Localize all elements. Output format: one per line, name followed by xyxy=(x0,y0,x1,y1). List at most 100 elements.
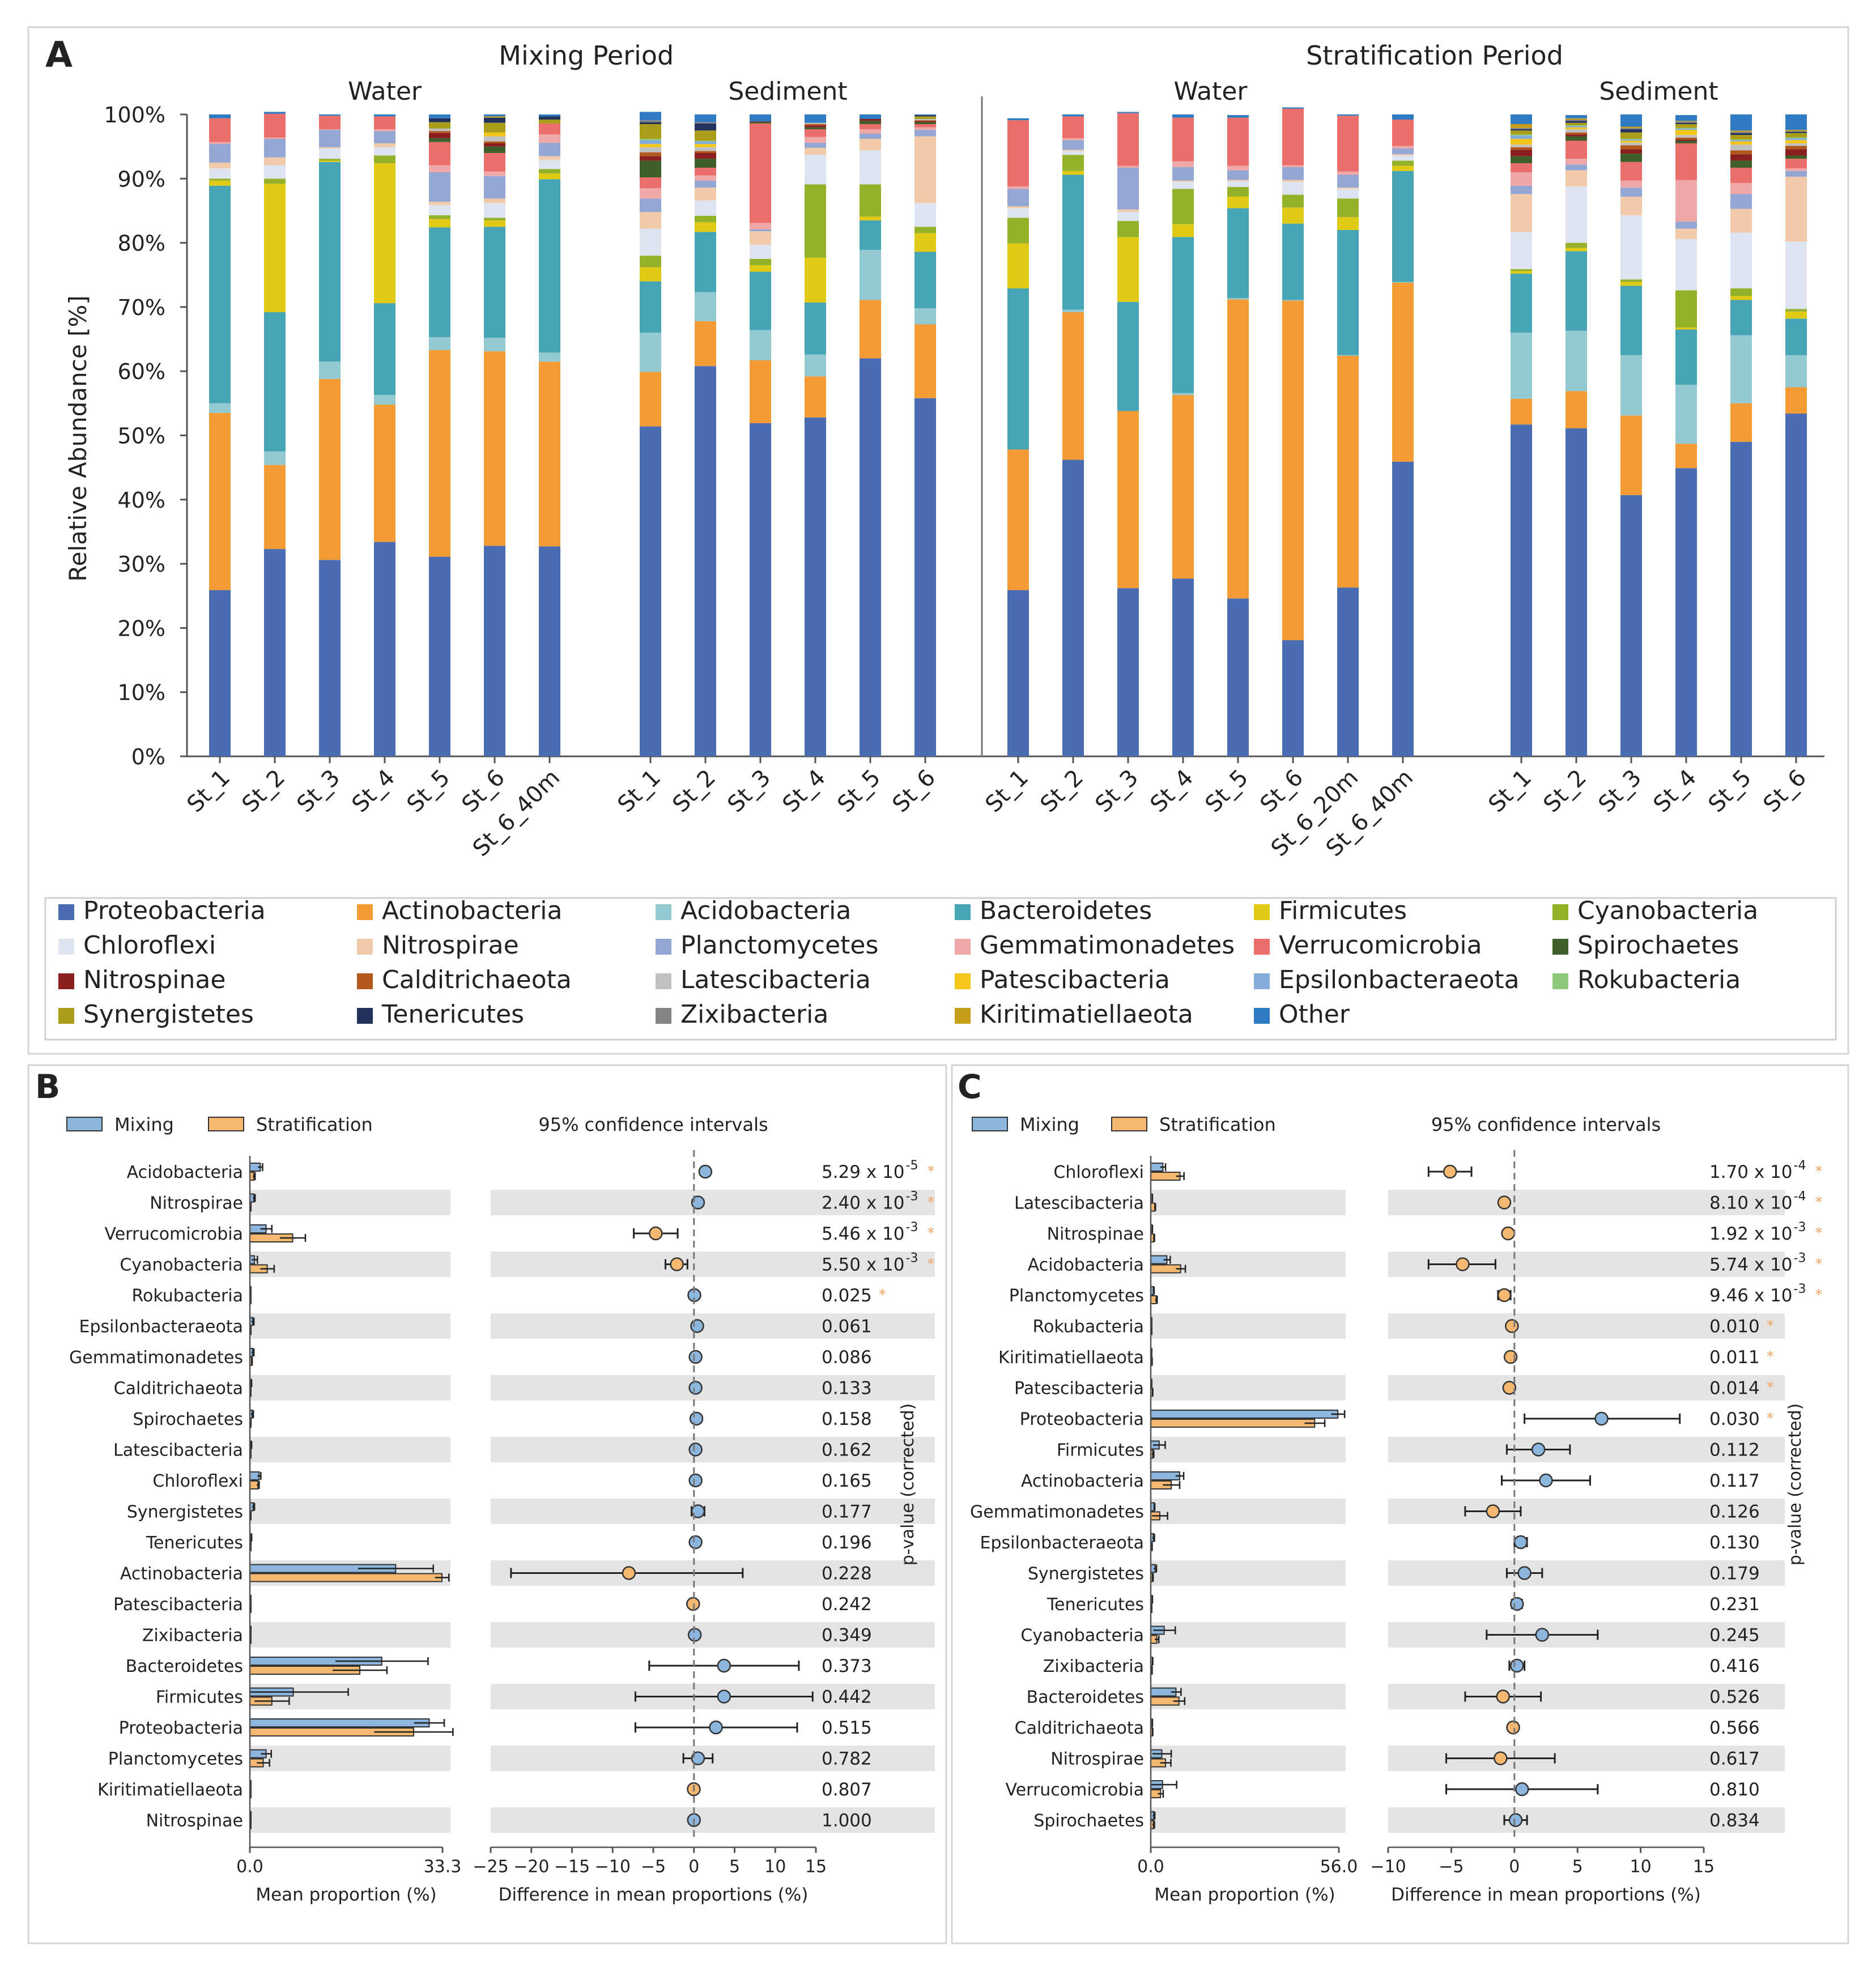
bar-segment-gemmatimonadetes xyxy=(264,137,286,139)
p-value: 0.231 xyxy=(1709,1594,1760,1615)
legend-label-zixibacteria: Zixibacteria xyxy=(680,1000,828,1029)
bar-segment-actinobacteria xyxy=(539,361,560,547)
bar-segment-tenericutes xyxy=(1730,133,1752,135)
row-band xyxy=(1151,1746,1346,1771)
bar-segment-planctomycetes xyxy=(374,131,395,143)
bar-segment-verrucomicrobia xyxy=(805,129,826,137)
p-value: 0.196 xyxy=(822,1533,872,1553)
bar-segment-nitrospirae xyxy=(860,139,881,151)
bar-segment-gemmatimonadetes xyxy=(695,175,716,181)
bar-segment-gemmatimonadetes xyxy=(1007,186,1029,189)
bar-segment-nitrospirae xyxy=(209,162,231,169)
bar-segment-chloroflexi xyxy=(860,150,881,185)
difference-point xyxy=(1501,1226,1515,1241)
bar-segment-firmicutes xyxy=(1730,296,1752,300)
bar-segment-tenericutes xyxy=(484,117,505,123)
bar-segment-bacteroidetes xyxy=(539,179,560,353)
bar-segment-rokubacteria xyxy=(640,139,661,141)
bar-segment-spirochaetes xyxy=(1620,154,1642,162)
row-band xyxy=(250,1807,450,1833)
bar-segment-chloroflexi xyxy=(805,155,826,185)
bar-segment-other xyxy=(1062,114,1084,117)
panel-c-frame xyxy=(951,1064,1849,1944)
bar-segment-nitrospirae xyxy=(640,212,661,229)
significance-star: * xyxy=(928,1194,935,1211)
bar-segment-cyanobacteria xyxy=(1675,290,1697,328)
bar-segment-chloroflexi xyxy=(750,244,771,259)
bar-segment-planctomycetes xyxy=(695,180,716,188)
legend-swatch-latescibacteria xyxy=(656,973,671,989)
p-value: 0.086 xyxy=(822,1347,872,1368)
bar-segment-nitrospirae xyxy=(1117,209,1139,212)
bar-segment-nitrospinae xyxy=(1620,149,1642,154)
bar-segment-proteobacteria xyxy=(1620,495,1642,756)
bar-segment-chloroflexi xyxy=(209,168,231,179)
bar-segment-patescibacteria xyxy=(695,144,716,147)
bar-segment-calditrichaeota xyxy=(484,141,505,143)
panel-a-bars xyxy=(209,107,1807,756)
bar-segment-gemmatimonadetes xyxy=(1117,165,1139,168)
legend-swatch-gemmatimonadetes xyxy=(955,939,971,955)
row-band xyxy=(1151,1313,1346,1339)
legend-box xyxy=(44,897,1837,1041)
difference-point xyxy=(649,1226,663,1241)
legend-swatch-stratification xyxy=(1111,1117,1147,1131)
bar-segment-verrucomicrobia xyxy=(640,177,661,189)
bar-segment-planctomycetes xyxy=(914,130,936,137)
bar-segment-verrucomicrobia xyxy=(484,152,505,172)
legend-swatch-firmicutes xyxy=(1254,904,1270,920)
bar-segment-planctomycetes xyxy=(860,133,881,139)
bar-segment-synergistetes xyxy=(1785,133,1807,138)
difference-point xyxy=(717,1658,731,1673)
legend-swatch-mixing xyxy=(972,1117,1008,1131)
taxon-label: Kiritimatiellaeota xyxy=(97,1780,243,1800)
bar-segment-latescibacteria xyxy=(1730,144,1752,151)
bar-segment-cyanobacteria xyxy=(264,178,286,184)
bar-segment-acidobacteria xyxy=(429,337,450,350)
bar-segment-bacteroidetes xyxy=(1337,229,1359,355)
p-value-exponent: -4 xyxy=(1794,1159,1806,1173)
row-band xyxy=(1151,1684,1346,1709)
row-band xyxy=(816,1807,935,1833)
bar-segment-firmicutes xyxy=(1675,327,1697,330)
bar-segment-proteobacteria xyxy=(209,590,231,756)
difference-point xyxy=(689,1411,704,1426)
right-x-tick-label: −10 xyxy=(595,1857,631,1877)
bar-segment-synergistetes xyxy=(695,130,716,141)
bar-segment-actinobacteria xyxy=(640,372,661,427)
bar-segment-synergistetes xyxy=(1511,130,1532,135)
bar-segment-epsilonbacteraeota xyxy=(1620,139,1642,141)
legend-swatch-verrucomicrobia xyxy=(1254,939,1270,955)
bar-segment-nitrospirae xyxy=(1675,228,1697,239)
p-value: 0.782 xyxy=(822,1749,872,1769)
bar-segment-actinobacteria xyxy=(1566,391,1587,429)
bar-segment-gemmatimonadetes xyxy=(640,188,661,199)
bar-segment-nitrospinae xyxy=(914,121,936,122)
bar-segment-planctomycetes xyxy=(1282,167,1304,180)
significance-star: * xyxy=(1815,1163,1823,1180)
bar-segment-acidobacteria xyxy=(374,395,395,405)
bar-segment-gemmatimonadetes xyxy=(914,127,936,130)
legend-label-chloroflexi: Chloroflexi xyxy=(83,931,216,960)
row-band xyxy=(816,1746,935,1771)
legend-label-rokubacteria: Rokubacteria xyxy=(1577,965,1741,994)
row-band xyxy=(816,1622,935,1648)
legend-label-tenericutes: Tenericutes xyxy=(381,1000,524,1029)
bar-segment-proteobacteria xyxy=(695,366,716,756)
taxon-label: Zixibacteria xyxy=(142,1626,243,1646)
bar-segment-nitrospinae xyxy=(1730,154,1752,161)
mixing-mean-bar xyxy=(1150,1410,1339,1419)
row-band xyxy=(1151,1499,1346,1524)
bar-segment-patescibacteria xyxy=(1785,140,1807,143)
p-value: 0.133 xyxy=(822,1378,872,1399)
p-value: 0.030 xyxy=(1709,1409,1760,1429)
bar-segment-planctomycetes xyxy=(750,229,771,232)
row-band xyxy=(1704,1375,1785,1401)
bar-segment-bacteroidetes xyxy=(319,161,341,362)
bar-segment-calditrichaeota xyxy=(640,152,661,156)
bar-segment-tenericutes xyxy=(1675,122,1697,124)
bar-segment-spirochaetes xyxy=(1675,141,1697,143)
legend-swatch-bacteroidetes xyxy=(955,904,971,920)
legend-label-actinobacteria: Actinobacteria xyxy=(382,896,562,925)
